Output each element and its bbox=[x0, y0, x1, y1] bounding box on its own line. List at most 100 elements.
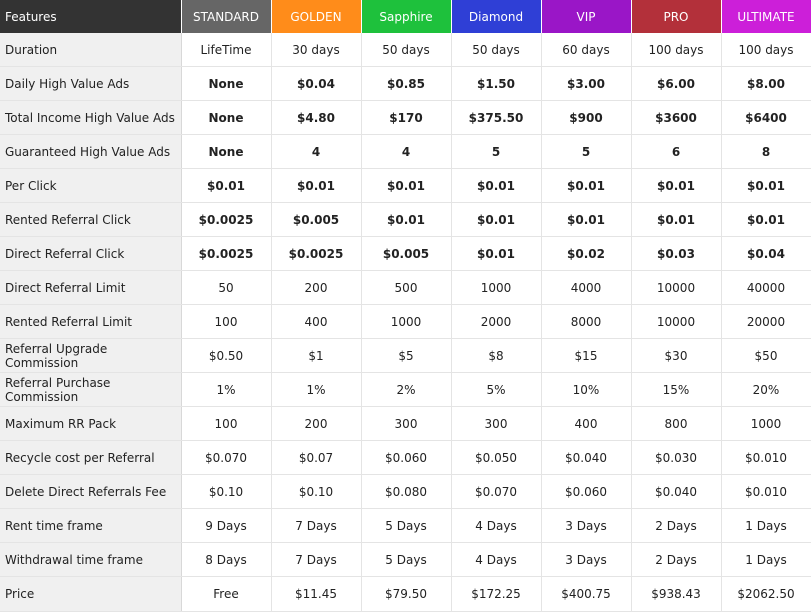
plan-header-vip: VIP bbox=[541, 0, 632, 33]
value-cell-standard: 9 Days bbox=[181, 508, 272, 543]
value-cell-diamond: 4 Days bbox=[451, 542, 542, 577]
value-cell-ultimate: 20000 bbox=[721, 304, 811, 339]
value-cell-pro: $0.01 bbox=[631, 168, 722, 203]
value-cell-pro: $938.43 bbox=[631, 576, 722, 612]
table-row: Maximum RR Pack 100 200 300 300 400 800 1000 bbox=[0, 406, 811, 441]
value-cell-pro: $3600 bbox=[631, 100, 722, 135]
plan-header-ultimate: ULTIMATE bbox=[721, 0, 811, 33]
value-cell-standard: $0.10 bbox=[181, 474, 272, 509]
feature-label: Direct Referral Click bbox=[0, 236, 182, 271]
value-cell-vip: 3 Days bbox=[541, 508, 632, 543]
value-cell-sapphire: 500 bbox=[361, 270, 452, 305]
value-cell-sapphire: 1000 bbox=[361, 304, 452, 339]
feature-label: Referral Purchase Commission bbox=[0, 372, 182, 407]
value-cell-diamond: 5 bbox=[451, 134, 542, 169]
feature-label: Referral Upgrade Commission bbox=[0, 338, 182, 373]
value-cell-golden: $4.80 bbox=[271, 100, 362, 135]
feature-label: Rented Referral Click bbox=[0, 202, 182, 237]
value-cell-sapphire: 5 Days bbox=[361, 542, 452, 577]
value-cell-ultimate: $50 bbox=[721, 338, 811, 373]
value-cell-ultimate: 8 bbox=[721, 134, 811, 169]
value-cell-standard: $0.50 bbox=[181, 338, 272, 373]
table-row: Referral Purchase Commission 1% 1% 2% 5% 10% 1… bbox=[0, 372, 811, 407]
value-cell-sapphire: $79.50 bbox=[361, 576, 452, 612]
value-cell-golden: $0.005 bbox=[271, 202, 362, 237]
feature-label: Direct Referral Limit bbox=[0, 270, 182, 305]
value-cell-vip: $3.00 bbox=[541, 66, 632, 101]
feature-label: Price bbox=[0, 576, 182, 612]
plan-header-diamond: Diamond bbox=[451, 0, 542, 33]
value-cell-diamond: 1000 bbox=[451, 270, 542, 305]
value-cell-pro: 15% bbox=[631, 372, 722, 407]
value-cell-golden: 30 days bbox=[271, 33, 362, 67]
value-cell-ultimate: $0.010 bbox=[721, 440, 811, 475]
table-row: Rented Referral Click $0.0025 $0.005 $0.01 $… bbox=[0, 202, 811, 237]
value-cell-vip: 4000 bbox=[541, 270, 632, 305]
value-cell-golden: $0.10 bbox=[271, 474, 362, 509]
value-cell-golden: 200 bbox=[271, 406, 362, 441]
value-cell-ultimate: 1000 bbox=[721, 406, 811, 441]
value-cell-vip: $0.040 bbox=[541, 440, 632, 475]
value-cell-standard: $0.070 bbox=[181, 440, 272, 475]
value-cell-standard: None bbox=[181, 66, 272, 101]
value-cell-diamond: 50 days bbox=[451, 33, 542, 67]
value-cell-vip: $900 bbox=[541, 100, 632, 135]
value-cell-sapphire: $0.060 bbox=[361, 440, 452, 475]
value-cell-vip: 60 days bbox=[541, 33, 632, 67]
value-cell-standard: $0.0025 bbox=[181, 236, 272, 271]
value-cell-sapphire: 50 days bbox=[361, 33, 452, 67]
value-cell-vip: 5 bbox=[541, 134, 632, 169]
value-cell-diamond: $1.50 bbox=[451, 66, 542, 101]
value-cell-pro: 6 bbox=[631, 134, 722, 169]
table-row: Withdrawal time frame 8 Days 7 Days 5 Days 4… bbox=[0, 542, 811, 577]
value-cell-ultimate: 1 Days bbox=[721, 508, 811, 543]
value-cell-golden: $0.07 bbox=[271, 440, 362, 475]
table-row: Daily High Value Ads None $0.04 $0.85 $1.50 $… bbox=[0, 66, 811, 101]
value-cell-golden: $0.0025 bbox=[271, 236, 362, 271]
value-cell-diamond: $0.01 bbox=[451, 236, 542, 271]
plan-header-golden: GOLDEN bbox=[271, 0, 362, 33]
value-cell-ultimate: $0.04 bbox=[721, 236, 811, 271]
value-cell-sapphire: $0.01 bbox=[361, 202, 452, 237]
value-cell-golden: $1 bbox=[271, 338, 362, 373]
value-cell-pro: $0.040 bbox=[631, 474, 722, 509]
feature-label: Daily High Value Ads bbox=[0, 66, 182, 101]
value-cell-standard: 100 bbox=[181, 406, 272, 441]
feature-label: Maximum RR Pack bbox=[0, 406, 182, 441]
feature-label: Per Click bbox=[0, 168, 182, 203]
value-cell-standard: 100 bbox=[181, 304, 272, 339]
header-row: Features STANDARD GOLDEN Sapphire Diamond VI… bbox=[0, 0, 811, 33]
value-cell-pro: $30 bbox=[631, 338, 722, 373]
value-cell-sapphire: 5 Days bbox=[361, 508, 452, 543]
value-cell-diamond: $8 bbox=[451, 338, 542, 373]
feature-label: Guaranteed High Value Ads bbox=[0, 134, 182, 169]
value-cell-sapphire: 4 bbox=[361, 134, 452, 169]
feature-label: Delete Direct Referrals Fee bbox=[0, 474, 182, 509]
table-row: Delete Direct Referrals Fee $0.10 $0.10 $0.… bbox=[0, 474, 811, 509]
value-cell-golden: 4 bbox=[271, 134, 362, 169]
table-row: Total Income High Value Ads None $4.80 $170… bbox=[0, 100, 811, 135]
table-row: Direct Referral Click $0.0025 $0.0025 $0.00… bbox=[0, 236, 811, 271]
value-cell-pro: 2 Days bbox=[631, 542, 722, 577]
value-cell-golden: 400 bbox=[271, 304, 362, 339]
value-cell-standard: $0.0025 bbox=[181, 202, 272, 237]
value-cell-diamond: $0.01 bbox=[451, 202, 542, 237]
value-cell-standard: 8 Days bbox=[181, 542, 272, 577]
value-cell-golden: $0.01 bbox=[271, 168, 362, 203]
value-cell-ultimate: 100 days bbox=[721, 33, 811, 67]
value-cell-ultimate: 1 Days bbox=[721, 542, 811, 577]
value-cell-diamond: 2000 bbox=[451, 304, 542, 339]
value-cell-sapphire: 300 bbox=[361, 406, 452, 441]
value-cell-vip: 10% bbox=[541, 372, 632, 407]
value-cell-sapphire: 2% bbox=[361, 372, 452, 407]
value-cell-standard: LifeTime bbox=[181, 33, 272, 67]
value-cell-ultimate: 40000 bbox=[721, 270, 811, 305]
value-cell-standard: 1% bbox=[181, 372, 272, 407]
value-cell-vip: 8000 bbox=[541, 304, 632, 339]
value-cell-pro: $0.03 bbox=[631, 236, 722, 271]
plan-header-pro: PRO bbox=[631, 0, 722, 33]
value-cell-golden: $11.45 bbox=[271, 576, 362, 612]
value-cell-sapphire: $0.01 bbox=[361, 168, 452, 203]
feature-label: Total Income High Value Ads bbox=[0, 100, 182, 135]
